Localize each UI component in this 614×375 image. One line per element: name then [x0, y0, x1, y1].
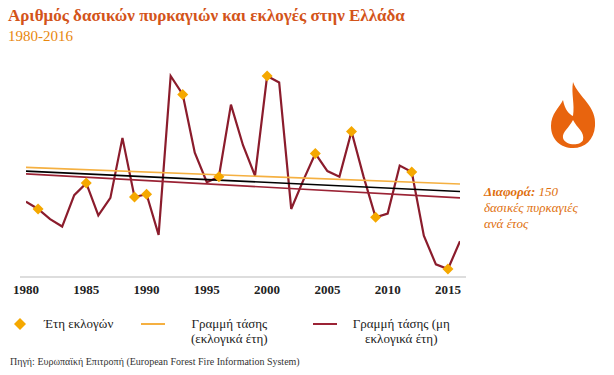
- html-text:Διαφορά: 150 δασικές πυρκαγιές: Διαφορά: 150 δασικές πυρκαγιές ανά έτος: [484, 184, 578, 231]
- html-text:Γραμμή τάσης (μη εκλογικά έτη): Γραμμή τάσης (μη εκλογικά έτη): [352, 316, 450, 346]
- svg-text:1995: 1995: [194, 282, 221, 297]
- svg-text:2010: 2010: [375, 282, 401, 297]
- svg-text:1990: 1990: [134, 282, 160, 297]
- svg-text:1985: 1985: [73, 282, 100, 297]
- html-text:Πηγή: Ευρωπαϊκή Επιτροπή (Euro: Πηγή: Ευρωπαϊκή Επιτροπή (European Fores…: [10, 356, 300, 367]
- html-text:Αριθμός δασικών πυρκαγιών και: Αριθμός δασικών πυρκαγιών και εκλογές στ…: [8, 6, 405, 25]
- html-text:Έτη εκλογών: Έτη εκλογών: [44, 316, 114, 331]
- svg-text:2005: 2005: [314, 282, 341, 297]
- svg-text:2000: 2000: [254, 282, 280, 297]
- html-text:Γραμμή τάσης (εκλογικά έτη): Γραμμή τάσης (εκλογικά έτη): [190, 316, 268, 346]
- svg-text:2015: 2015: [435, 282, 462, 297]
- svg-text:1980: 1980: [13, 282, 39, 297]
- html-text:1980-2016: 1980-2016: [8, 28, 73, 44]
